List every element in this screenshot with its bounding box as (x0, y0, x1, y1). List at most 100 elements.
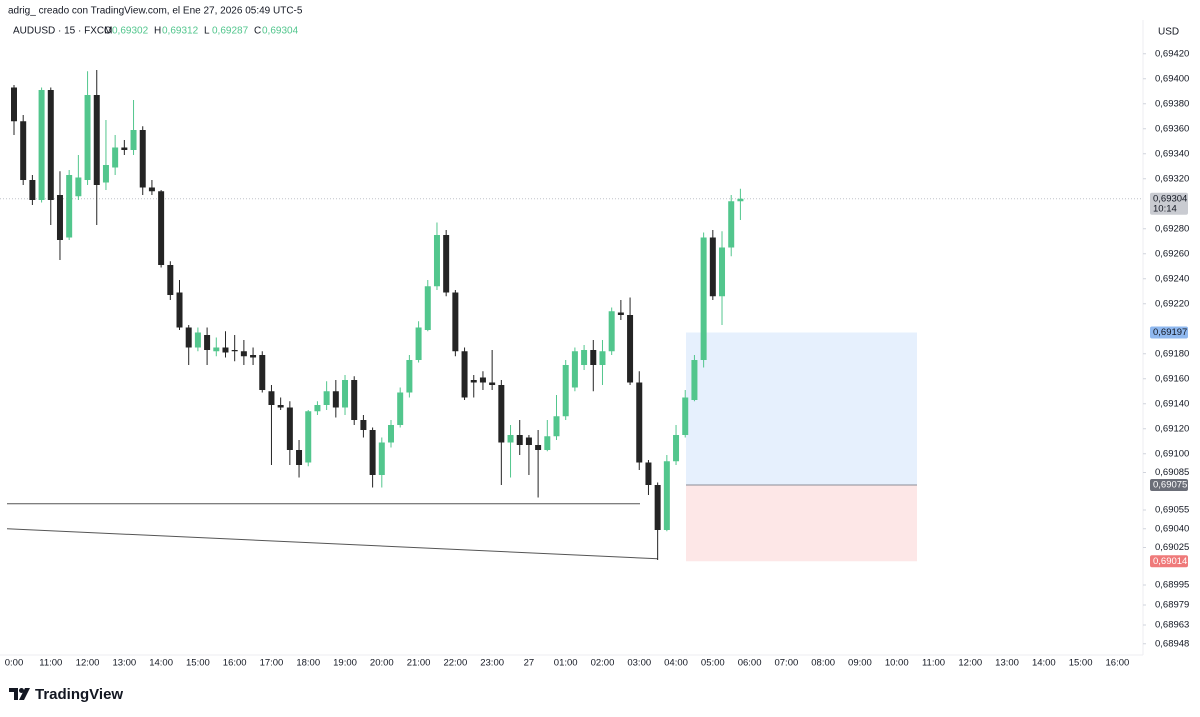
candle-body (387, 425, 394, 443)
logo: TradingView (35, 686, 123, 703)
candle-body (590, 350, 597, 365)
x-tick-label: 23:00 (480, 658, 504, 669)
candle-body (29, 180, 36, 200)
x-tick-label: 13:00 (112, 658, 136, 669)
candle-body (709, 237, 716, 297)
y-tick-label: 0,68948 (1155, 638, 1189, 649)
candle-body (728, 201, 735, 248)
x-tick-label: 05:00 (701, 658, 725, 669)
logo-icon (9, 688, 30, 700)
candle-body (691, 360, 698, 400)
trend-line (6, 528, 659, 560)
y-tick-label: 0,69025 (1155, 542, 1189, 553)
x-tick-label: 09:00 (848, 658, 872, 669)
candle-body (654, 485, 661, 530)
candle-body (332, 391, 339, 408)
symbol: AUDUSD · 15 · FXCM (13, 26, 112, 37)
candle-body (204, 335, 211, 350)
x-tick-label: 02:00 (591, 658, 615, 669)
candle-body (553, 416, 560, 437)
candle-body (498, 385, 505, 443)
price-badge (1150, 555, 1188, 568)
x-tick-label: 14:00 (149, 658, 173, 669)
candle-body (682, 397, 689, 435)
ohlc-value: 0,69312 (162, 26, 199, 37)
candle-body (231, 350, 238, 352)
candle-body (139, 130, 146, 188)
price-badge (1150, 192, 1188, 215)
candle-body (240, 351, 247, 357)
candle-body (56, 195, 63, 240)
stop-zone (686, 485, 917, 562)
candle-body (323, 391, 330, 405)
y-tick-label: 0,69160 (1155, 373, 1189, 384)
candle-body (167, 265, 174, 295)
y-tick-label: 0,69340 (1155, 148, 1189, 159)
x-tick-label: 15:00 (1069, 658, 1093, 669)
candle-body (452, 292, 459, 352)
y-tick-label: 0,69320 (1155, 173, 1189, 184)
y-tick-label: 0,69220 (1155, 298, 1189, 309)
candle-body (663, 461, 670, 530)
ohlc-key: L (204, 26, 210, 37)
y-tick-label: 0,69400 (1155, 73, 1189, 84)
x-tick-label: 16:00 (1106, 658, 1130, 669)
x-tick-label: 11:00 (39, 658, 62, 669)
candle-body (342, 380, 349, 408)
x-tick-label: 07:00 (774, 658, 798, 669)
candle-body (599, 351, 606, 365)
ohlc-key: C (254, 26, 261, 37)
candle-body (158, 191, 165, 265)
y-tick-label: 0,69040 (1155, 523, 1189, 534)
y-tick-label: 0,69140 (1155, 398, 1189, 409)
candle-body (351, 380, 358, 420)
candle-body (516, 435, 523, 445)
candle-body (93, 95, 100, 185)
candle-body (360, 420, 367, 430)
candle-body (286, 407, 293, 450)
candle-body (535, 445, 542, 450)
y-tick-label: 0,68963 (1155, 620, 1189, 631)
x-tick-label: 01:00 (554, 658, 578, 669)
price-badge (1150, 326, 1188, 339)
candle-body (406, 360, 413, 393)
ohlc-value: 0,69304 (262, 26, 299, 37)
target-zone (686, 332, 917, 485)
x-tick-label: 08:00 (811, 658, 835, 669)
x-tick-label: 16:00 (223, 658, 247, 669)
candle-body (20, 121, 27, 180)
candle-body (636, 382, 643, 463)
candle-body (470, 380, 477, 383)
candle-body (213, 347, 220, 352)
candle-body (479, 377, 486, 383)
x-tick-label: 22:00 (443, 658, 467, 669)
y-tick-label: 0,69180 (1155, 348, 1189, 359)
candle-body (673, 435, 680, 462)
x-tick-label: 27 (524, 658, 535, 669)
candle-body (608, 311, 615, 352)
currency: USD (1158, 27, 1179, 38)
x-tick-label: 11:00 (922, 658, 945, 669)
ohlc-key: O (104, 26, 112, 37)
x-tick-label: 06:00 (738, 658, 762, 669)
candle-body (250, 355, 257, 358)
price-badge (1150, 479, 1188, 491)
candle-body (544, 436, 551, 450)
candle-body (102, 165, 109, 183)
candle-body (259, 355, 266, 390)
candle-body (443, 235, 450, 293)
x-tick-label: 03:00 (627, 658, 651, 669)
x-tick-label: 19:00 (333, 658, 357, 669)
candle-body (489, 382, 496, 385)
x-tick-label: 15:00 (186, 658, 210, 669)
candle-body (525, 437, 532, 445)
x-tick-label: 21:00 (407, 658, 431, 669)
candle-body (84, 95, 91, 180)
ohlc-value: 0,69287 (212, 26, 249, 37)
x-tick-label: 12:00 (76, 658, 100, 669)
candle-body (617, 312, 624, 315)
y-tick-label: 0,69055 (1155, 505, 1189, 516)
candle-body (47, 90, 54, 200)
candle-body (700, 237, 707, 360)
